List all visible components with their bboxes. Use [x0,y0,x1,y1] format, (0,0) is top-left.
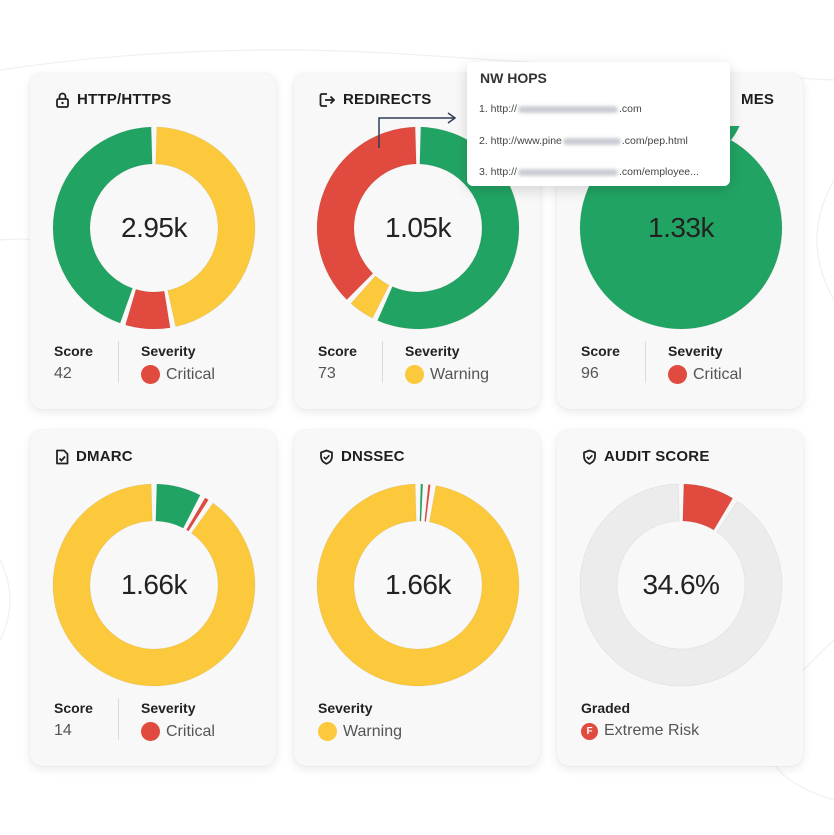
donut-segment-green[interactable] [419,483,424,522]
severity-label: Severity [141,343,196,359]
divider [382,341,383,383]
document-check-icon [56,449,69,464]
http-https-card[interactable]: HTTP/HTTPS 2.95k Score 42 Severity Criti… [30,73,276,409]
donut-segment-red[interactable] [682,483,734,531]
score-block: Score 42 [54,343,93,383]
donut-segment-red[interactable] [124,288,171,330]
severity-block: Severity Critical [141,343,215,384]
severity-block: Severity Critical [141,700,215,741]
popup-title: NW HOPS [480,70,547,86]
severity-critical-dot [141,722,160,741]
graded-label: Graded [581,700,631,716]
severity-value: Critical [166,722,215,740]
hop-prefix: 2. http://www.pine [479,135,562,147]
donut-segment-yellow[interactable] [155,126,256,328]
severity-warning-dot [318,722,337,741]
shield-icon [320,449,333,465]
severity-block: Severity Warning [318,700,402,741]
card-title: DNSSEC [319,448,405,465]
score-label: Score [581,343,620,359]
divider [645,341,646,383]
severity-label: Severity [668,343,723,359]
divider [118,698,119,740]
severity-value: Critical [693,365,742,383]
graded-block: Graded F Extreme Risk [581,700,699,740]
card-title-text: DMARC [76,448,133,465]
hop-item[interactable]: 2. http://www.pine .com/pep.html [479,135,688,147]
donut-segment-red[interactable] [424,484,431,522]
center-value: 1.66k [121,569,188,600]
severity-critical-dot [141,365,160,384]
score-block: Score 14 [54,700,93,740]
hop-prefix: 3. http:// [479,166,517,178]
card-title: HTTP/HTTPS [55,91,172,108]
severity-label: Severity [318,700,373,716]
severity-warning-dot [405,365,424,384]
score-value: 96 [581,365,599,382]
center-value: 1.33k [648,212,715,243]
hop-suffix: .com [618,103,642,115]
donut-chart [52,126,256,330]
card-title-text: AUDIT SCORE [604,448,710,465]
nw-hops-popup: NW HOPS 1. http:// .com 2. http://www.pin… [467,62,730,186]
donut-segment-green[interactable] [155,483,201,529]
donut-segment-yellow[interactable] [316,483,520,687]
center-value: 2.95k [121,212,188,243]
audit-score-card[interactable]: AUDIT SCORE 34.6% Graded F Extreme Risk [557,430,803,766]
lock-icon [56,92,69,108]
score-block: Score 73 [318,343,357,383]
hop-item[interactable]: 3. http:// .com/employee... [479,166,699,178]
divider [118,341,119,383]
donut-segment-green[interactable] [52,126,153,324]
card-title-text: DNSSEC [341,448,405,465]
card-title: REDIRECTS [319,91,431,108]
donut-chart [52,483,256,687]
hop-suffix: .com/pep.html [621,135,688,147]
donut-chart [579,483,783,687]
score-value: 14 [54,722,72,739]
card-title: DMARC [55,448,133,465]
shield-icon [583,449,596,465]
severity-value: Warning [343,722,402,740]
hop-suffix: .com/employee... [618,166,699,178]
severity-value: Warning [430,365,489,383]
donut-segment-gray[interactable] [579,483,783,687]
redirect-icon [319,92,336,107]
score-value: 42 [54,365,72,382]
hop-item[interactable]: 1. http:// .com [479,103,642,115]
center-value: 1.66k [385,569,452,600]
severity-label: Severity [405,343,460,359]
donut-segment-yellow[interactable] [350,275,390,319]
card-title-text: MES [741,91,775,108]
center-value: 1.05k [385,212,452,243]
dnssec-card[interactable]: DNSSEC 1.66k Severity Warning [294,430,540,766]
donut-segment-red[interactable] [185,497,209,532]
grade-value: Extreme Risk [604,722,700,739]
severity-critical-dot [668,365,687,384]
score-label: Score [318,343,357,359]
severity-block: Severity Warning [405,343,489,384]
score-block: Score 96 [581,343,620,383]
score-value: 73 [318,365,336,382]
card-title-text: HTTP/HTTPS [77,91,172,108]
score-label: Score [54,700,93,716]
severity-value: Critical [166,365,215,383]
center-value: 34.6% [642,569,720,600]
grade-badge: F [581,722,598,740]
severity-block: Severity Critical [668,343,742,384]
dmarc-card[interactable]: DMARC 1.66k Score 14 Severity Critical [30,430,276,766]
donut-chart [316,483,520,687]
severity-label: Severity [141,700,196,716]
redacted-text [517,168,618,176]
donut-segment-yellow[interactable] [52,483,256,687]
hop-prefix: 1. http:// [479,103,517,115]
card-title: AUDIT SCORE [582,448,710,465]
card-title-text: REDIRECTS [343,91,432,108]
card-title: MES [741,91,774,108]
redacted-text [517,105,618,113]
redacted-text [562,137,621,145]
score-label: Score [54,343,93,359]
